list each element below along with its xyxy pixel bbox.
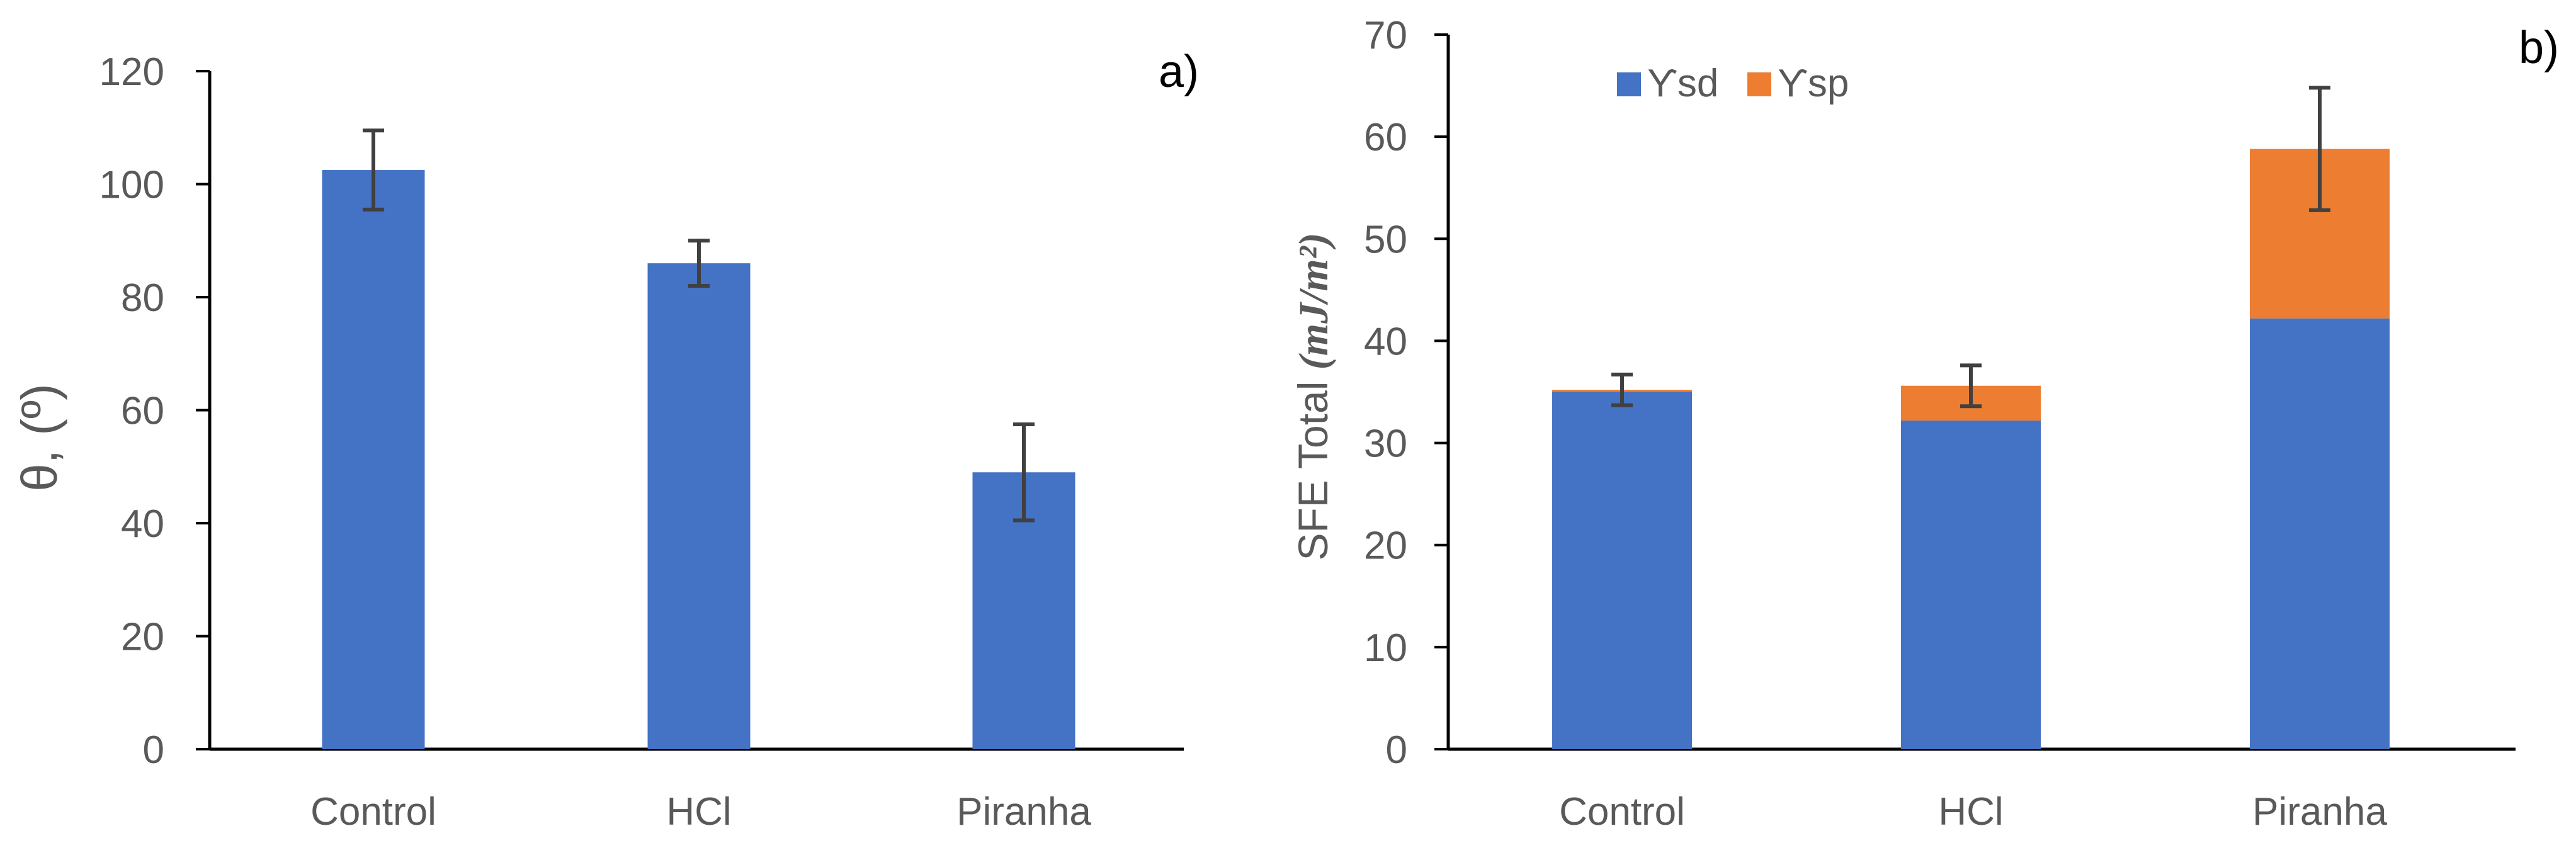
panel-b-x-tick-label: Control [1559,790,1685,834]
panel-b-y-tick-label: 30 [1364,422,1407,466]
panel-a-y-tick-label: 80 [121,276,164,320]
panel-b-y-axis-unit: (mJ/m²) [1291,232,1337,370]
panel-b-y-tick-label: 60 [1364,116,1407,159]
panel-a-bar-control [322,170,425,749]
panel-b-y-tick-label: 40 [1364,320,1407,363]
panel-b-y-tick-label: 10 [1364,626,1407,670]
panel-b-label: b) [2519,23,2559,73]
panel-a-x-tick-label: HCl [666,790,731,834]
panel-b-y-axis-title: SFE Total (mJ/m²) [1290,232,1337,560]
legend-swatch-ysp [1747,72,1771,96]
legend-swatch-ysd [1617,72,1641,96]
chart-panel-a: a) θ, (º) 0 20 40 60 80 100 120 Control HCl Piran… [11,47,1199,834]
panel-a-y-tick-label: 0 [143,728,164,772]
panel-a-y-axis-title: θ, (º) [11,383,67,491]
legend-label-ysp: ϒsp [1778,62,1849,105]
panel-b-bar-control-ysd [1552,392,1692,749]
panel-a-label: a) [1159,47,1199,97]
panel-a-y-tick-label: 100 [99,164,164,207]
panel-a-y-tick-label: 20 [121,616,164,659]
legend-label-ysd: ϒsd [1647,62,1718,105]
panel-b-y-tick-label: 0 [1386,728,1407,772]
panel-a-y-tick-label: 60 [121,390,164,433]
panel-b-x-tick-label: HCl [1938,790,2003,834]
panel-b-legend: ϒsd ϒsp [1617,62,1849,105]
panel-b-y-tick-label: 20 [1364,524,1407,568]
chart-panel-b: b) SFE Total (mJ/m²) 0 10 20 30 40 50 60 70 Cont… [1290,14,2559,834]
panel-b-x-tick-label: Piranha [2252,790,2387,834]
panel-a-x-tick-label: Piranha [956,790,1091,834]
panel-a-x-tick-label: Control [310,790,436,834]
panel-b-y-tick-label: 50 [1364,218,1407,261]
panel-a-y-tick-label: 40 [121,502,164,546]
panel-a-y-tick-label: 120 [99,50,164,94]
panel-b-y-axis-title-text: SFE Total [1290,370,1336,560]
panel-b-bar-hcl-ysd [1901,420,2041,749]
panel-b-y-tick-label: 70 [1364,14,1407,57]
panel-a-bar-hcl [647,263,751,749]
panel-b-bar-piranha-ysd [2250,318,2390,749]
